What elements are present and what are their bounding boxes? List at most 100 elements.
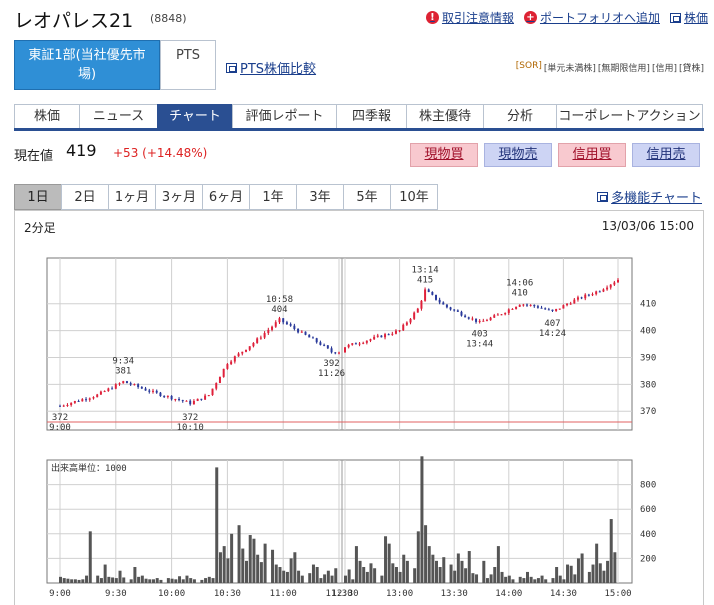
candle-body	[500, 314, 503, 316]
candle-body	[416, 308, 419, 313]
volume-bar	[500, 571, 504, 583]
time-axis-tick-label: 14:30	[550, 589, 577, 599]
volume-bar	[489, 574, 493, 583]
margin-buy-button[interactable]: 信用買	[558, 143, 626, 167]
candle-body	[96, 394, 99, 398]
volume-bar	[215, 467, 219, 583]
volume-bar	[435, 560, 438, 583]
multi-chart-label: 多機能チャート	[611, 191, 702, 206]
tab-corporate-action[interactable]: コーポレートアクション	[556, 104, 703, 128]
candle-body	[326, 345, 329, 349]
volume-bar	[334, 568, 338, 583]
multi-chart-link[interactable]: 多機能チャート	[597, 187, 702, 206]
exchange-line1: 東証1部(当社優先市	[28, 48, 146, 63]
candle-body	[587, 294, 590, 296]
range-2d[interactable]: 2日	[61, 184, 109, 210]
add-portfolio-link[interactable]: + ポートフォリオへ追加	[523, 9, 660, 26]
volume-bar	[613, 552, 617, 583]
pts-compare-link[interactable]: PTS株価比較	[226, 58, 316, 77]
candle-body	[278, 318, 281, 323]
volume-bar	[73, 579, 77, 583]
volume-bar	[99, 578, 103, 583]
current-price-label: 現在値	[14, 149, 54, 164]
volume-bar	[259, 562, 263, 583]
candle-body	[351, 343, 354, 345]
trading-caution-link[interactable]: ! 取引注意情報	[425, 9, 514, 26]
candle-body	[566, 303, 569, 306]
candle-body	[449, 307, 452, 310]
volume-bar	[511, 579, 515, 583]
volume-bar	[297, 570, 301, 583]
volume-bar	[475, 574, 479, 583]
candle-body	[533, 304, 536, 307]
tab-chart[interactable]: チャート	[157, 104, 233, 128]
volume-bar	[311, 564, 315, 583]
range-3y[interactable]: 3年	[296, 184, 344, 210]
exchange-tab[interactable]: 東証1部(当社優先市 場)	[14, 40, 160, 90]
candle-body	[111, 388, 114, 390]
candle-body	[334, 352, 337, 354]
volume-bar	[416, 531, 420, 583]
candle-body	[66, 405, 69, 407]
volume-bar	[271, 549, 275, 583]
volume-bar	[245, 560, 248, 583]
volume-bar	[566, 564, 570, 583]
range-10y[interactable]: 10年	[390, 184, 438, 210]
candle-body	[133, 384, 136, 386]
margin-sell-button[interactable]: 信用売	[632, 143, 700, 167]
tab-rating-report[interactable]: 評価レポート	[232, 104, 337, 128]
volume-bar	[496, 546, 500, 583]
candle-body	[73, 401, 76, 403]
candle-body	[613, 282, 616, 285]
range-1y[interactable]: 1年	[249, 184, 297, 210]
candle-body	[259, 337, 262, 339]
tab-shareholder-benefits[interactable]: 株主優待	[406, 104, 484, 128]
volume-bar	[536, 578, 540, 583]
volume-bar	[591, 564, 595, 583]
stock-price-link[interactable]: 株価	[669, 9, 708, 26]
annotation-value: 404	[271, 305, 287, 315]
candle-body	[114, 384, 117, 389]
range-5y[interactable]: 5年	[343, 184, 391, 210]
price-axis-tick-label: 380	[640, 380, 656, 390]
volume-bar	[114, 578, 118, 583]
volume-bar	[77, 579, 81, 583]
tab-analysis[interactable]: 分析	[483, 104, 557, 128]
trading-badges: [SOR] [単元未満株] [無期限信用] [信用] [貸株]	[516, 61, 704, 74]
tab-shikiho[interactable]: 四季報	[336, 104, 407, 128]
candle-body	[551, 309, 554, 312]
range-1d[interactable]: 1日	[14, 184, 62, 210]
cash-buy-button[interactable]: 現物買	[410, 143, 478, 167]
candle-body	[536, 306, 539, 308]
volume-title: 出来高単位：1000	[51, 462, 127, 474]
volume-bar	[282, 570, 286, 583]
candle-body	[315, 338, 318, 343]
range-6m[interactable]: 6ヶ月	[202, 184, 250, 210]
cash-sell-button[interactable]: 現物売	[484, 143, 552, 167]
volume-bar	[482, 560, 486, 583]
current-price: 419	[66, 141, 97, 160]
volume-bar	[204, 578, 208, 583]
range-3m[interactable]: 3ヶ月	[155, 184, 203, 210]
price-axis-tick-label: 410	[640, 300, 656, 310]
candle-body	[192, 400, 195, 405]
pts-tab[interactable]: PTS	[160, 40, 216, 90]
range-1m[interactable]: 1ヶ月	[108, 184, 156, 210]
candle-body	[464, 315, 467, 318]
stock-name: レオパレス21	[14, 10, 134, 32]
volume-bar	[323, 574, 327, 583]
candle-body	[189, 400, 192, 405]
chart-panel	[14, 210, 704, 605]
candle-body	[373, 336, 376, 340]
volume-bar	[533, 579, 537, 583]
candle-body	[511, 308, 514, 310]
volume-bar	[456, 553, 460, 583]
candle-body	[256, 338, 259, 343]
volume-bar	[118, 570, 122, 583]
tab-price[interactable]: 株価	[14, 104, 80, 128]
tab-news[interactable]: ニュース	[79, 104, 158, 128]
volume-bar	[606, 560, 610, 583]
candle-body	[467, 317, 470, 319]
candle-body	[591, 294, 594, 296]
candle-body	[282, 318, 285, 323]
